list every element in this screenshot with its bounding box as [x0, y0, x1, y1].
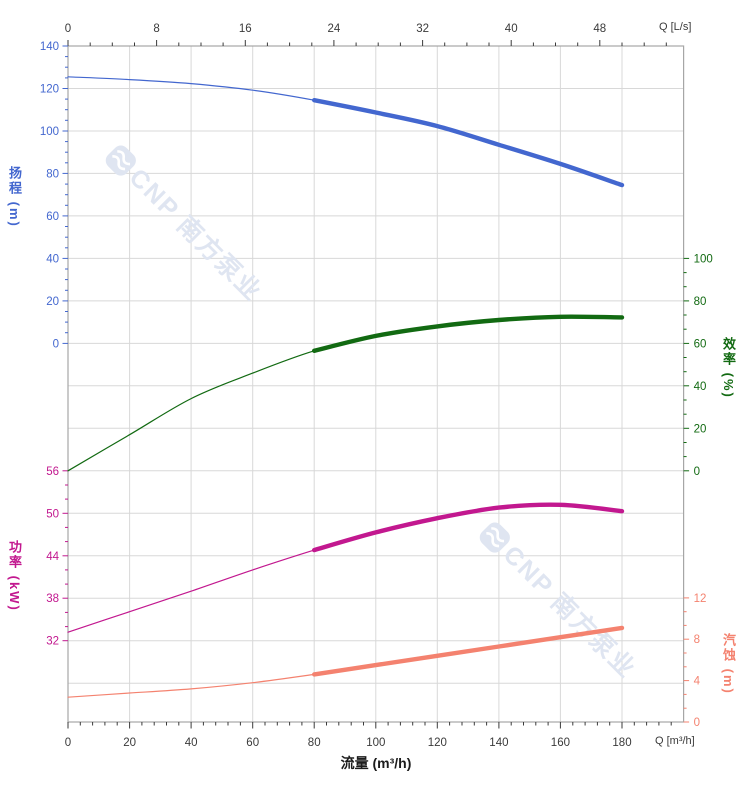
npsh-axis-ticks: [683, 597, 690, 723]
svg-text:44: 44: [46, 551, 59, 563]
svg-text:60: 60: [46, 211, 59, 223]
svg-text:0: 0: [65, 737, 71, 749]
svg-text:50: 50: [46, 508, 59, 520]
power-axis-labels: 56 50 44 38 32: [46, 466, 59, 648]
power-curve-duty: [312, 502, 625, 553]
svg-text:120: 120: [40, 84, 59, 96]
svg-text:80: 80: [694, 296, 707, 308]
svg-text:32: 32: [46, 636, 59, 648]
curves: [67, 76, 625, 698]
svg-text:0: 0: [53, 338, 59, 350]
head-axis-ticks: [62, 45, 68, 344]
svg-text:80: 80: [46, 168, 59, 180]
npsh-axis-labels: 12 8 4 0: [694, 593, 707, 729]
svg-text:0: 0: [694, 717, 700, 729]
svg-text:0: 0: [694, 466, 700, 478]
flow-axis-title: 流量 (m³/h): [340, 755, 412, 771]
top-axis-ticks: [67, 40, 667, 46]
svg-text:180: 180: [612, 737, 631, 749]
gridlines: [68, 46, 684, 722]
bottom-axis-unit-label: Q [m³/h]: [655, 735, 695, 747]
svg-text:20: 20: [46, 296, 59, 308]
svg-text:100: 100: [366, 737, 385, 749]
watermark: CNP 南方泵业: [479, 522, 642, 684]
efficiency-curve-duty: [312, 314, 625, 353]
eff-axis-ticks: [683, 257, 690, 472]
svg-text:40: 40: [694, 381, 707, 393]
svg-text:20: 20: [694, 423, 707, 435]
svg-text:60: 60: [694, 338, 707, 350]
svg-text:CNP 南方泵业: CNP 南方泵业: [498, 540, 642, 684]
top-axis-unit-label: Q [L/s]: [659, 21, 692, 33]
svg-text:8: 8: [153, 23, 159, 35]
svg-text:56: 56: [46, 466, 59, 478]
svg-text:120: 120: [428, 737, 447, 749]
svg-text:40: 40: [505, 23, 518, 35]
npsh-axis-title: 汽蚀 (m): [721, 633, 736, 695]
efficiency-axis-title: 效率 (%): [721, 337, 736, 399]
svg-text:12: 12: [694, 593, 707, 605]
svg-text:32: 32: [416, 23, 429, 35]
svg-text:60: 60: [246, 737, 259, 749]
svg-text:0: 0: [65, 23, 71, 35]
svg-text:160: 160: [551, 737, 570, 749]
eff-axis-labels: 100 80 60 40 20 0: [694, 253, 713, 477]
top-axis-labels: 0 8 16 24 32 40 48: [65, 23, 606, 35]
watermark: CNP 南方泵业: [105, 145, 268, 307]
npsh-curve-duty: [312, 625, 625, 677]
svg-text:CNP 南方泵业: CNP 南方泵业: [124, 163, 268, 307]
svg-text:38: 38: [46, 593, 59, 605]
svg-text:20: 20: [123, 737, 136, 749]
svg-text:16: 16: [239, 23, 252, 35]
svg-text:80: 80: [308, 737, 321, 749]
svg-text:24: 24: [328, 23, 341, 35]
head-axis-title: 扬程 (m): [7, 166, 22, 228]
svg-text:140: 140: [40, 41, 59, 53]
svg-text:40: 40: [185, 737, 198, 749]
svg-text:140: 140: [489, 737, 508, 749]
svg-text:8: 8: [694, 634, 700, 646]
svg-text:4: 4: [694, 676, 701, 688]
power-axis-title: 功率 (kW): [7, 540, 22, 612]
efficiency-curve-full: [67, 316, 623, 472]
svg-text:48: 48: [593, 23, 606, 35]
svg-text:40: 40: [46, 253, 59, 265]
power-axis-ticks: [62, 470, 68, 642]
svg-text:100: 100: [694, 253, 713, 265]
head-axis-labels: 140 120 100 80 60 40 20 0: [40, 41, 59, 350]
bottom-axis-ticks: [67, 722, 672, 729]
head-curve-duty: [312, 98, 625, 188]
bottom-axis-labels: 0 20 40 60 80 100 120 140 160 180: [65, 737, 632, 749]
svg-text:100: 100: [40, 126, 59, 138]
